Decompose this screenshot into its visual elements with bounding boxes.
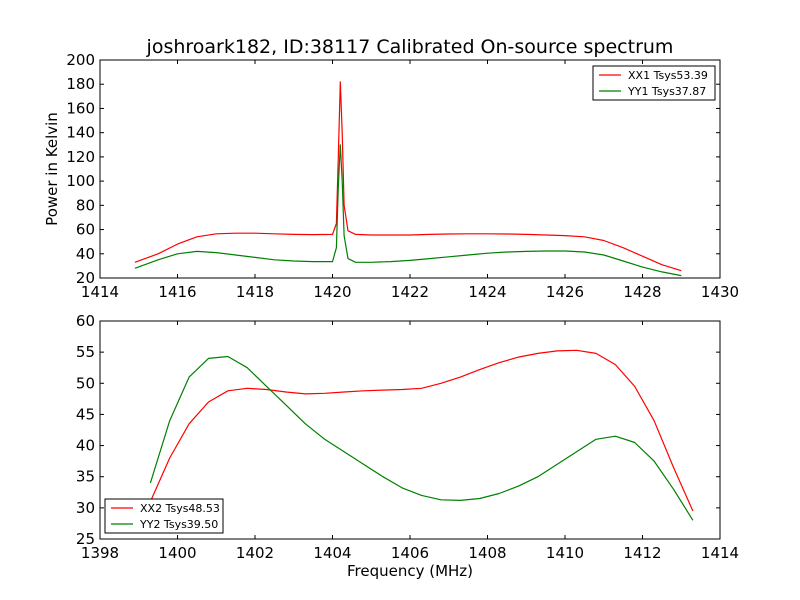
chart-title: joshroark182, ID:38117 Calibrated On-sou… bbox=[146, 36, 674, 58]
x-tick-label: 1402 bbox=[236, 544, 274, 562]
x-tick-label: 1428 bbox=[623, 283, 661, 301]
x-tick-label: 1398 bbox=[81, 544, 119, 562]
x-tick-label: 1418 bbox=[236, 283, 274, 301]
y-tick-label: 40 bbox=[76, 245, 95, 263]
x-tick-label: 1426 bbox=[546, 283, 584, 301]
x-tick-label: 1414 bbox=[701, 544, 739, 562]
y-tick-label: 35 bbox=[76, 468, 95, 486]
legend-entry: YY1 Tsys37.87 bbox=[627, 85, 706, 98]
bottom-plot-panel: 1398 1400 1402 1404 1406 1408 1410 1412 1414 25 30… bbox=[76, 312, 739, 580]
y-tick-label: 100 bbox=[66, 172, 95, 190]
y-tick-label: 60 bbox=[76, 221, 95, 239]
x-tick-label: 1400 bbox=[158, 544, 196, 562]
y-tick-label: 25 bbox=[76, 530, 95, 548]
y-axis-label: Power in Kelvin bbox=[43, 112, 61, 226]
y-tick-label: 120 bbox=[66, 148, 95, 166]
x-tick-label: 1420 bbox=[313, 283, 351, 301]
y-tick-label: 45 bbox=[76, 405, 95, 423]
y-tick-label: 140 bbox=[66, 124, 95, 142]
legend-entry: YY2 Tsys39.50 bbox=[139, 518, 218, 531]
series-line-yy1 bbox=[134, 144, 682, 277]
y-tick-label: 20 bbox=[76, 269, 95, 287]
series-line-xx1 bbox=[134, 81, 682, 272]
y-tick-label: 30 bbox=[76, 499, 95, 517]
legend-entry: XX2 Tsys48.53 bbox=[140, 502, 220, 515]
y-tick-label: 80 bbox=[76, 196, 95, 214]
series-line-yy2 bbox=[149, 355, 694, 521]
x-axis-label: Frequency (MHz) bbox=[347, 562, 473, 580]
x-tick-label: 1422 bbox=[391, 283, 429, 301]
y-tick-label: 180 bbox=[66, 75, 95, 93]
y-tick-label: 55 bbox=[76, 343, 95, 361]
legend-entry: XX1 Tsys53.39 bbox=[628, 69, 708, 82]
x-tick-label: 1410 bbox=[546, 544, 584, 562]
legend-box bbox=[592, 65, 716, 101]
x-tick-label: 1414 bbox=[81, 283, 119, 301]
legend-box bbox=[104, 498, 224, 534]
y-tick-label: 40 bbox=[76, 437, 95, 455]
y-tick-label: 160 bbox=[66, 99, 95, 117]
y-tick-label: 50 bbox=[76, 374, 95, 392]
y-tick-label: 200 bbox=[66, 51, 95, 69]
series-line-xx2 bbox=[149, 349, 694, 512]
x-tick-label: 1412 bbox=[623, 544, 661, 562]
x-tick-label: 1404 bbox=[313, 544, 351, 562]
y-tick-label: 60 bbox=[76, 312, 95, 330]
x-tick-label: 1424 bbox=[468, 283, 506, 301]
x-tick-label: 1406 bbox=[391, 544, 429, 562]
top-plot-panel: 1414 1416 1418 1420 1422 1424 1426 1428 1430 20 40… bbox=[43, 51, 739, 301]
x-tick-label: 1408 bbox=[468, 544, 506, 562]
x-tick-label: 1416 bbox=[158, 283, 196, 301]
x-tick-label: 1430 bbox=[701, 283, 739, 301]
